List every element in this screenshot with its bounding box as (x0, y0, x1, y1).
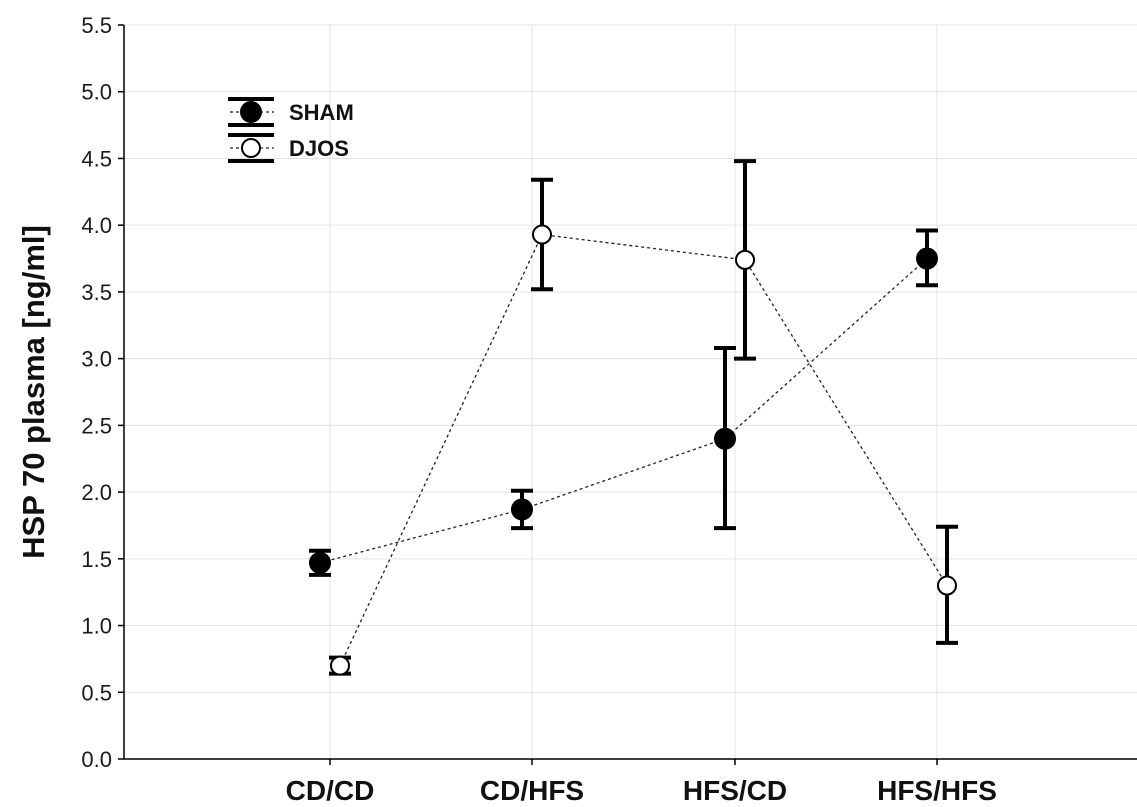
y-axis-title: HSP 70 plasma [ng/ml] (16, 225, 51, 559)
y-tick-label: 0.0 (81, 747, 112, 772)
y-axis-ticks: 0.0 0.5 1.0 1.5 2.0 2.5 3.0 3.5 4.0 4.5 5.0 5.5 (81, 13, 124, 772)
data-point (511, 498, 533, 521)
data-point (532, 224, 552, 245)
x-category-label: HFS/CD (683, 775, 787, 806)
grid (124, 24, 1137, 759)
series-layer (309, 159, 958, 676)
legend-label: SHAM (289, 100, 354, 125)
series-sham (309, 228, 938, 577)
legend: SHAM DJOS (228, 97, 354, 163)
x-category-label: CD/HFS (480, 775, 584, 806)
y-tick-label: 2.0 (81, 480, 112, 505)
data-point (916, 247, 938, 270)
x-category-label: HFS/HFS (877, 775, 997, 806)
y-tick-label: 5.0 (81, 80, 112, 105)
series-djos (329, 159, 958, 676)
legend-marker (241, 138, 261, 158)
y-tick-label: 4.0 (81, 213, 112, 238)
series-line (339, 233, 948, 666)
y-tick-label: 1.5 (81, 547, 112, 572)
data-point (937, 575, 957, 596)
y-tick-label: 3.0 (81, 347, 112, 372)
y-tick-label: 4.5 (81, 146, 112, 171)
y-tick-label: 0.5 (81, 680, 112, 705)
data-point (309, 551, 331, 574)
legend-label: DJOS (289, 136, 349, 161)
series-line (319, 258, 928, 564)
y-tick-label: 2.5 (81, 413, 112, 438)
data-point (714, 427, 736, 450)
x-category-label: CD/CD (286, 775, 375, 806)
y-tick-label: 1.0 (81, 614, 112, 639)
y-tick-label: 3.5 (81, 280, 112, 305)
y-tick-label: 5.5 (81, 13, 112, 38)
x-axis-categories: CD/CD CD/HFS HFS/CD HFS/HFS (286, 759, 997, 806)
data-point (735, 249, 755, 270)
data-point (330, 655, 350, 676)
plot-area (124, 25, 1137, 759)
legend-marker (240, 101, 262, 123)
